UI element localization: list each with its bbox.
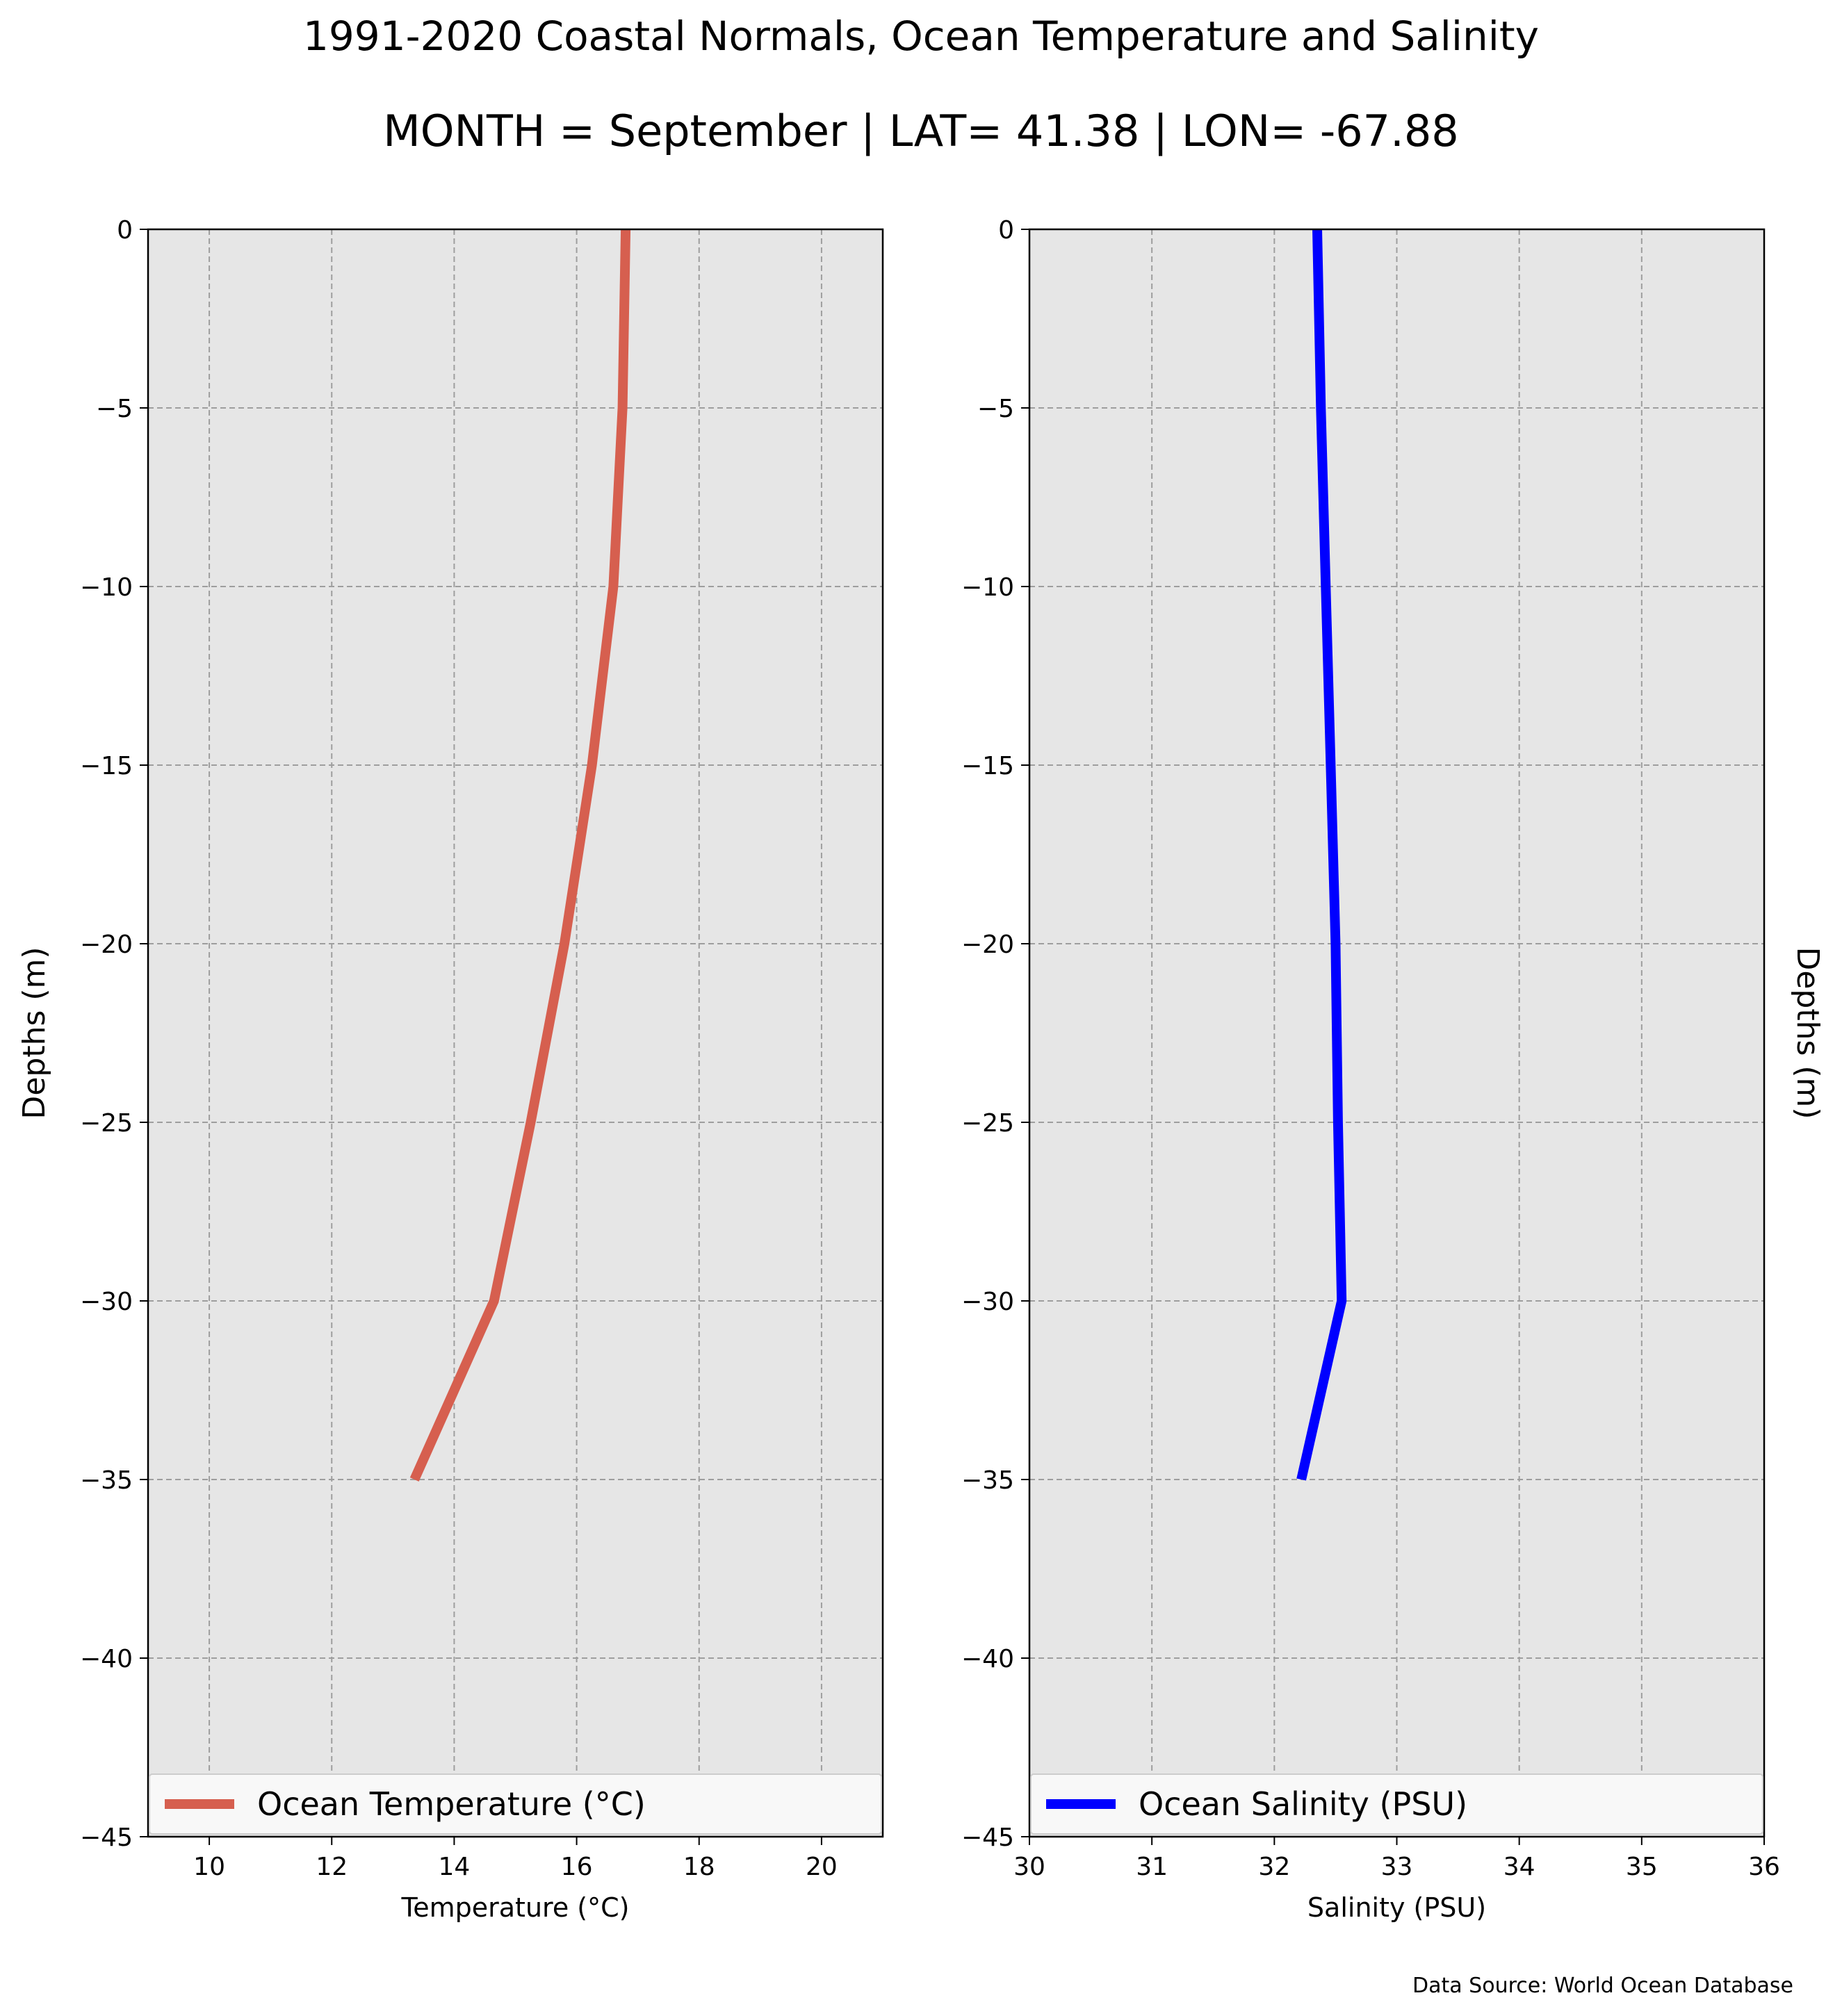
y-tick-label: −25 [80,1109,133,1138]
y-tick-label: −25 [961,1109,1014,1138]
temperature-legend: Ocean Temperature (°C) [149,1773,882,1835]
y-axis-label: Depths (m) [17,946,52,1119]
x-tick-label: 36 [1748,1853,1780,1881]
y-tick-label: −20 [80,931,133,959]
chart-title: 1991-2020 Coastal Normals, Ocean Tempera… [303,13,1539,60]
chart-subtitle: MONTH = September | LAT= 41.38 | LON= -6… [383,106,1459,156]
y-tick-label: −45 [80,1824,133,1852]
temperature-series-line [409,229,631,1482]
x-tick-label: 12 [316,1853,348,1881]
x-axis-label: Temperature (°C) [401,1892,630,1923]
plot-frame [147,228,884,1838]
y-tick-label: −40 [961,1645,1014,1673]
y-tick-label: −10 [961,573,1014,602]
x-tick-label: 30 [1013,1853,1045,1881]
y-tick-label: −35 [80,1466,133,1495]
x-tick-label: 35 [1626,1853,1658,1881]
y-tick-label: −5 [96,395,133,423]
y-tick-label: −45 [961,1824,1014,1852]
salinity-panel: 30 31 32 33 34 35 36 0 −5 −10 −15 −20 −25 −30 −35 −40 −4… [961,216,1825,1923]
y-tick-label: −30 [961,1288,1014,1316]
legend-label: Ocean Salinity (PSU) [1139,1785,1467,1823]
y-tick-label: −15 [961,752,1014,780]
data-source-note: Data Source: World Ocean Database [1412,1974,1793,1998]
legend-box [1030,1773,1763,1835]
x-tick-label: 14 [439,1853,471,1881]
x-tick-label: 16 [561,1853,593,1881]
y-tick-label: 0 [117,216,133,245]
salinity-series-line [1296,229,1347,1481]
y-tick-label: −15 [80,752,133,780]
x-tick-label: 20 [806,1853,838,1881]
plot-area [148,229,883,1837]
y-tick-label: −10 [80,573,133,602]
y-axis-label: Depths (m) [1790,946,1825,1119]
legend-label: Ocean Temperature (°C) [257,1785,646,1823]
y-tick-label: −40 [80,1645,133,1673]
x-tick-label: 32 [1258,1853,1290,1881]
y-tick-label: −20 [961,931,1014,959]
x-tick-label: 34 [1503,1853,1535,1881]
y-tick-label: 0 [998,216,1014,245]
y-tick-label: −5 [977,395,1014,423]
x-tick-label: 33 [1381,1853,1413,1881]
x-tick-label: 31 [1136,1853,1168,1881]
x-tick-label: 18 [683,1853,715,1881]
salinity-legend: Ocean Salinity (PSU) [1030,1773,1763,1835]
x-axis-label: Salinity (PSU) [1307,1892,1486,1923]
y-tick-label: −35 [961,1466,1014,1495]
y-tick-label: −30 [80,1288,133,1316]
legend-box [149,1773,882,1835]
x-tick-label: 10 [193,1853,225,1881]
temperature-panel: 10 12 14 16 18 20 0 −5 −10 −15 −20 −25 −30 −35 −40 −45 T… [17,216,884,1923]
